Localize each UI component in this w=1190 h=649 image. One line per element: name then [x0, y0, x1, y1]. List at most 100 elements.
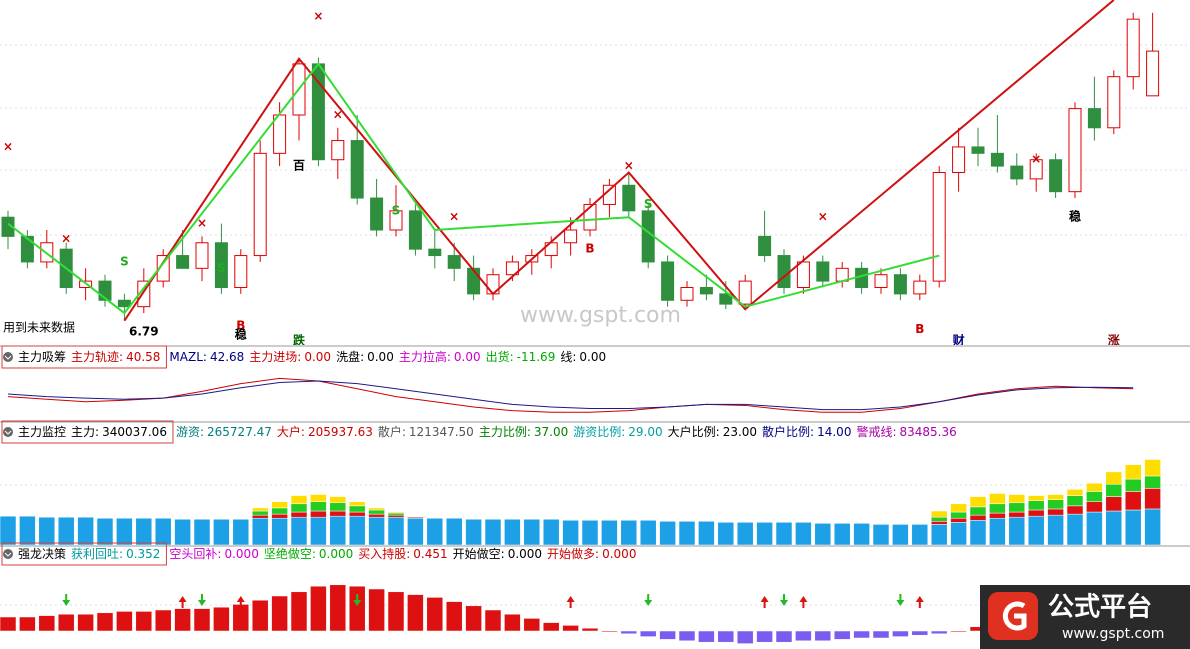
indicator-name: 游资比例: — [573, 425, 625, 439]
stacked-bar — [1105, 483, 1123, 497]
annotation: × — [313, 9, 323, 23]
stacked-bar — [717, 522, 735, 546]
indicator-name: 主力: — [71, 425, 99, 439]
bar — [659, 630, 676, 640]
stacked-bar — [1124, 478, 1142, 492]
annotation: S — [217, 261, 226, 275]
stacked-bar — [290, 516, 308, 546]
candle-body — [1029, 159, 1043, 180]
collapse-icon — [3, 549, 13, 559]
collapse-icon — [3, 427, 13, 437]
stacked-bar — [251, 517, 269, 546]
indicator-value: 83485.36 — [900, 425, 957, 439]
bar — [251, 599, 269, 632]
bar — [465, 605, 482, 632]
indicator-header: 主力监控 主力: 340037.06 游资: 265727.47 大户: 205937.63… — [1, 420, 957, 444]
bar — [562, 625, 579, 632]
stacked-bar — [1027, 495, 1045, 501]
bar — [116, 611, 133, 632]
bar — [135, 611, 153, 632]
bar — [19, 616, 36, 632]
collapse-chevron — [4, 430, 12, 435]
annotation: S — [392, 203, 401, 217]
logo-title: 公式平台 — [1048, 592, 1152, 623]
buy-arrow — [178, 596, 187, 608]
stacked-bar — [348, 501, 366, 507]
stacked-bar — [426, 517, 444, 546]
stacked-bar — [1124, 509, 1142, 546]
stacked-bar — [1008, 494, 1026, 504]
bar — [38, 615, 56, 632]
candle-body — [1068, 108, 1082, 193]
trend-line — [7, 62, 940, 315]
candle-body — [214, 242, 228, 288]
bar — [930, 630, 948, 635]
stacked-bar — [1066, 495, 1084, 507]
annotation: B — [585, 242, 594, 256]
indicator-name: 买入持股: — [358, 546, 410, 561]
stacked-bar — [348, 515, 366, 546]
stacked-bar — [465, 519, 482, 546]
bar — [348, 585, 366, 632]
indicator-value: 40.58 — [126, 350, 160, 364]
annotation: × — [1031, 152, 1041, 166]
stacked-bar — [329, 515, 347, 546]
stacked-bar — [348, 511, 366, 517]
annotation: × — [197, 216, 207, 230]
highlight-box — [1, 542, 167, 566]
stacked-bar — [1105, 496, 1123, 512]
indicator-name: 空头回补: — [169, 547, 221, 561]
indicator-name: 散户: — [378, 424, 406, 439]
bar — [775, 630, 793, 643]
stacked-bar — [1086, 491, 1103, 502]
bar — [892, 630, 909, 637]
candle-body — [1010, 165, 1024, 180]
buy-arrow — [236, 596, 245, 608]
candle-body — [408, 210, 422, 250]
annotation: 财 — [952, 333, 965, 348]
indicator-name: 主力比例: — [479, 425, 531, 439]
sell-arrow — [62, 594, 71, 606]
stacked-bar — [57, 516, 75, 546]
stacked-bar — [1047, 508, 1064, 516]
indicator-value: 0.451 — [413, 547, 447, 561]
bar — [523, 618, 541, 632]
stacked-bar — [989, 512, 1006, 519]
stacked-bar — [620, 520, 638, 546]
stacked-bar — [989, 503, 1006, 514]
bar — [310, 585, 327, 632]
bar — [833, 630, 851, 640]
candle-body — [816, 261, 830, 282]
stacked-bar — [950, 511, 967, 519]
indicator-group: 强龙决策 获利回吐: 0.352 — [18, 547, 160, 561]
bar — [445, 601, 463, 632]
bar — [620, 630, 638, 635]
stacked-bar — [251, 514, 269, 519]
bar — [504, 613, 521, 632]
annotation: 稳 — [235, 326, 247, 341]
candle-body — [932, 172, 946, 282]
stacked-bar — [775, 522, 793, 546]
stacked-bar — [930, 521, 948, 525]
annotation: 涨 — [1108, 333, 1120, 348]
indicator-items: 游资: 265727.47 大户: 205937.63 散户: 121347.50 主力比例… — [176, 424, 957, 439]
indicator-group: 主力吸筹 主力轨迹: 40.58 — [18, 350, 160, 364]
stacked-bar — [892, 524, 909, 546]
bar — [601, 630, 618, 633]
stacked-bar — [1124, 464, 1142, 480]
indicator-value: 0.000 — [224, 547, 258, 561]
candle-body — [350, 140, 364, 199]
stacked-bar — [581, 520, 599, 546]
stacked-bar — [232, 519, 250, 546]
candle-body — [622, 184, 636, 212]
candle-body — [719, 293, 733, 305]
stacked-bar — [1086, 482, 1103, 492]
candle-body — [564, 229, 578, 244]
stacked-bar — [193, 519, 211, 546]
candle-body — [874, 274, 888, 289]
bar — [407, 594, 424, 632]
candle-body — [758, 235, 772, 257]
stacked-bar — [1066, 505, 1084, 515]
stacked-bar — [659, 521, 676, 546]
candle-body — [428, 248, 442, 257]
